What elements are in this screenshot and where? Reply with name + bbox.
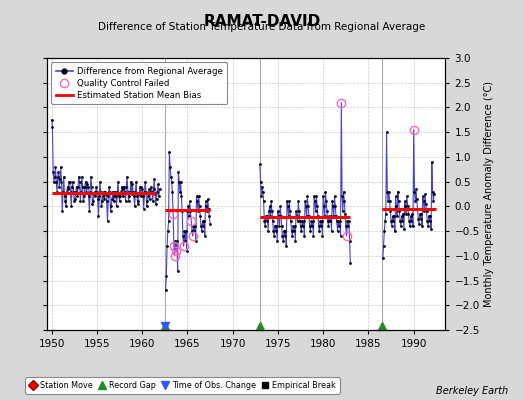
Text: Berkeley Earth: Berkeley Earth [436, 386, 508, 396]
Text: RAMAT-DAVID: RAMAT-DAVID [203, 14, 321, 29]
Legend: Difference from Regional Average, Quality Control Failed, Estimated Station Mean: Difference from Regional Average, Qualit… [51, 62, 227, 104]
Legend: Station Move, Record Gap, Time of Obs. Change, Empirical Break: Station Move, Record Gap, Time of Obs. C… [25, 377, 340, 394]
Y-axis label: Monthly Temperature Anomaly Difference (°C): Monthly Temperature Anomaly Difference (… [484, 81, 494, 307]
Text: Difference of Station Temperature Data from Regional Average: Difference of Station Temperature Data f… [99, 22, 425, 32]
